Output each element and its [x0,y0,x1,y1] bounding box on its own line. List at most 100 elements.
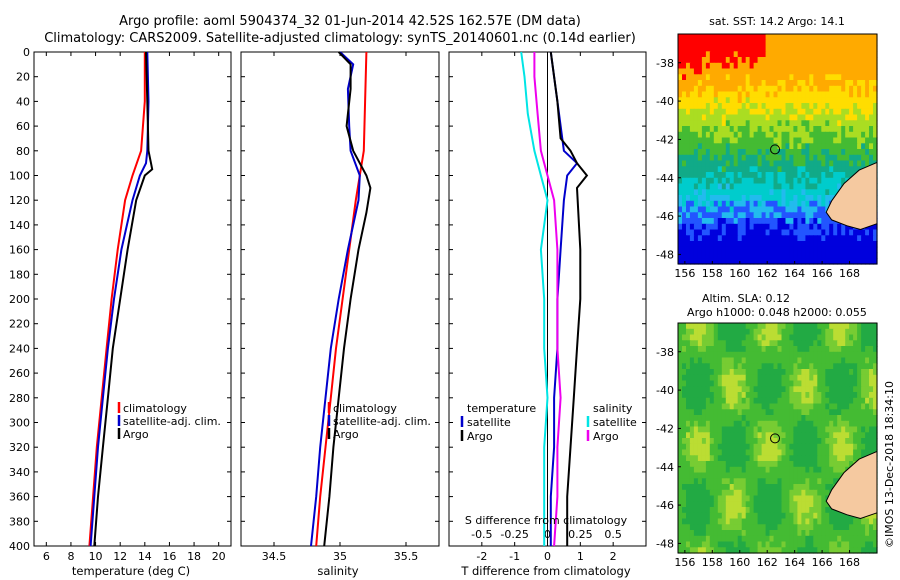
map-cell [809,252,814,259]
map-cell [745,143,751,150]
map-cell [765,212,771,219]
map-cell [753,420,759,428]
map-cell [797,212,802,219]
map-cell [785,443,791,451]
map-cell [765,547,771,554]
map-cell [821,449,826,456]
map-cell [793,380,798,387]
map-cell [801,126,806,133]
map-cell [745,363,751,370]
map-cell [721,172,727,179]
map-cell [777,432,783,439]
map-cell [825,357,830,364]
map-cell [865,403,870,410]
map-cell [781,363,787,370]
map-cell [689,45,695,52]
map-cell [873,363,878,370]
map-cell [809,432,814,439]
map-cell [693,241,699,248]
map-cell [717,160,723,167]
map-cell [781,351,787,359]
map-cell [809,328,814,336]
map-cell [837,258,842,265]
map-cell [682,166,687,173]
map-cell [741,143,747,150]
map-cell [686,252,691,259]
map-cell [745,512,751,520]
map-cell [829,229,834,236]
map-cell [729,149,735,156]
map-cell [813,57,818,64]
map-cell [753,512,759,520]
map-cell [781,415,787,422]
map-cell [801,409,806,416]
map-cell [805,392,810,399]
map-cell [705,363,711,370]
map-cell [678,535,683,543]
map-cell [753,223,759,231]
map-cell [682,200,687,208]
map-cell [781,103,787,110]
map-cell [845,449,850,456]
map-cell [721,160,727,167]
map-cell [793,357,798,364]
map-cell [709,195,715,202]
map-cell [705,114,711,121]
map-cell [753,472,759,479]
map-cell [869,114,874,121]
map-cell [841,380,846,387]
map-cell [741,547,747,554]
map-cell [701,103,707,110]
map-cell [869,420,874,428]
map-cell [793,103,798,110]
map-cell [769,426,775,433]
map-cell [777,126,783,133]
map-cell [821,74,826,81]
map-cell [713,143,719,150]
map-cell [689,328,695,336]
map-cell [745,369,751,376]
map-cell [813,241,818,248]
map-cell [789,189,794,196]
map-cell [761,346,767,353]
map-cell [777,530,783,537]
map-cell [686,420,691,428]
map-cell [705,547,711,554]
map-cell [793,34,798,41]
map-cell [717,369,723,376]
map-cell [729,541,735,548]
map-cell [682,80,687,87]
x-tick-label: 18 [187,550,201,563]
map-cell [797,143,802,150]
map-cell [773,68,779,75]
map-cell [757,363,763,370]
map-cell [797,74,802,81]
map-cell [769,461,775,468]
map-cell [705,172,711,179]
map-cell [753,103,759,110]
map-cell [725,501,731,508]
map-cell [801,91,806,98]
map-cell [682,438,687,445]
map-cell [697,80,703,87]
map-cell [729,39,735,47]
x-tick-label: 156 [674,556,695,569]
x-tick-label: 168 [839,556,860,569]
map-cell [785,415,791,422]
map-cell [841,120,846,127]
map-cell [717,62,723,70]
map-cell [845,524,850,531]
map-cell [789,57,794,64]
map-cell [717,137,723,144]
map-cell [693,223,699,231]
map-cell [753,258,759,265]
map-cell [717,426,723,433]
map-cell [785,397,791,405]
map-cell [701,455,707,462]
map-cell [841,438,846,445]
map-cell [729,183,735,190]
map-cell [797,323,802,330]
map-cell [717,432,723,439]
map-cell [682,501,687,508]
map-cell [697,97,703,104]
